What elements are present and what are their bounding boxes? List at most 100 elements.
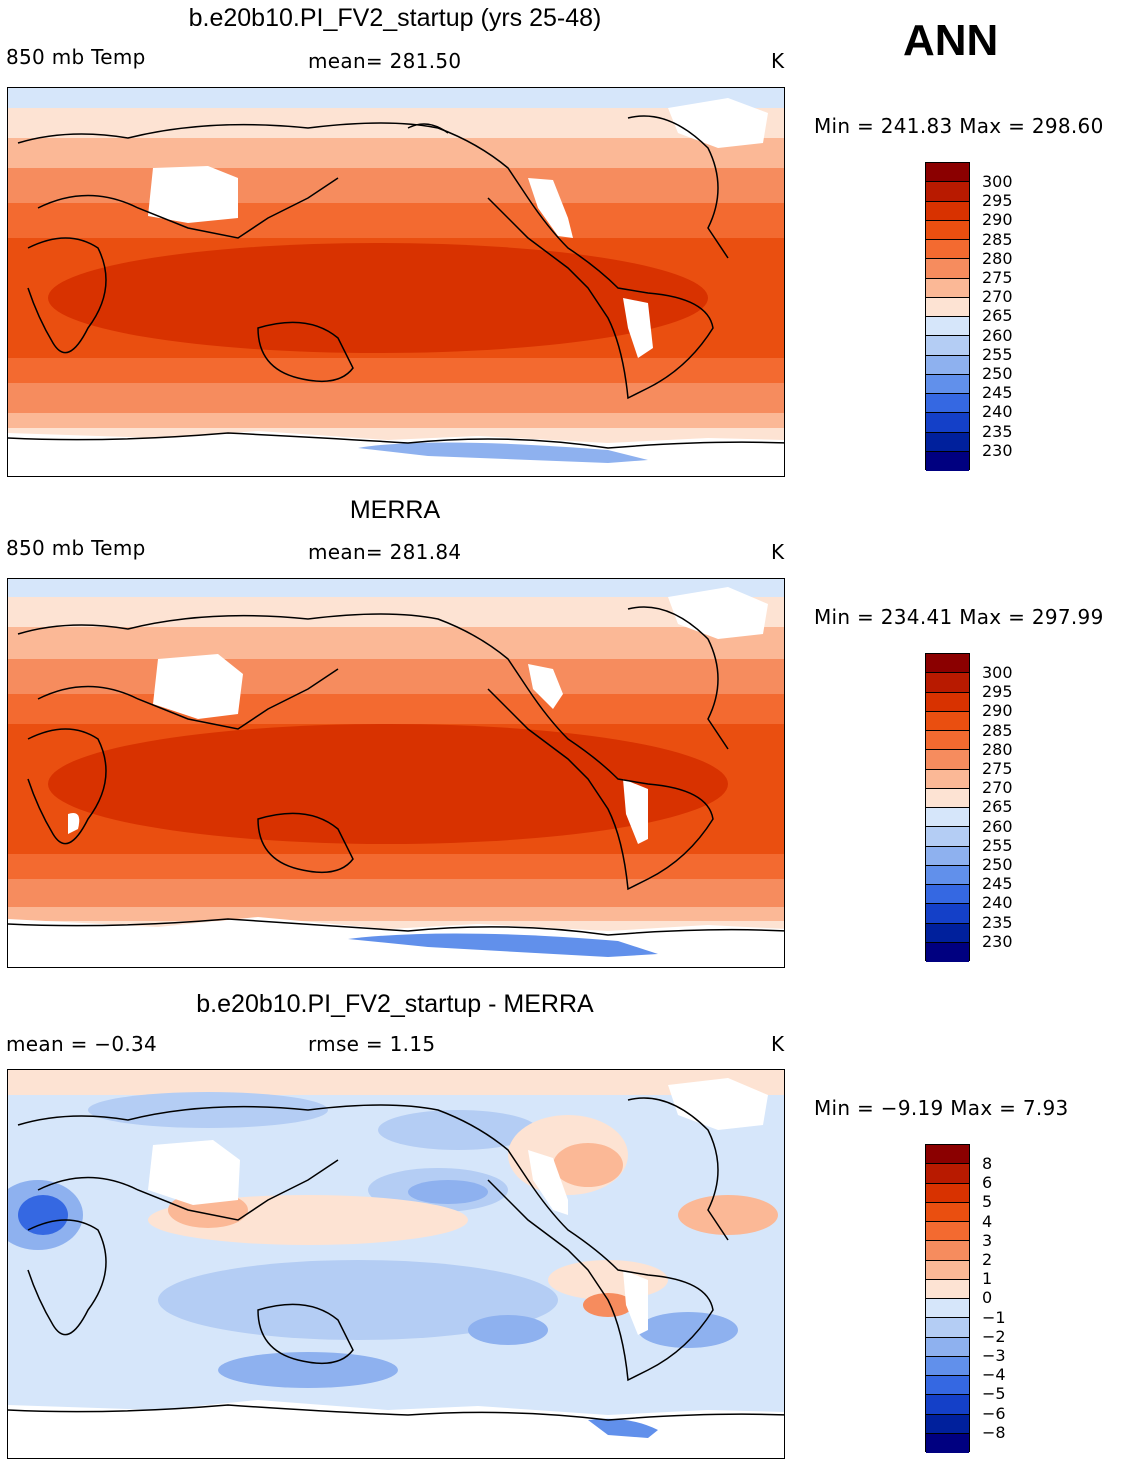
panel-1-colorbar-tick: 295 [982,191,1013,210]
panel-2-colorbar-tick: 245 [982,874,1013,893]
panel-3-colorbar-tick: 1 [982,1269,993,1288]
panel-3-colorbar-swatch [926,1164,969,1184]
panel-1-variable-label: 850 mb Temp [6,45,146,69]
panel-3-colorbar-tick: 2 [982,1250,993,1269]
panel-3-units-label: K [771,1032,785,1056]
panel-1-colorbar-tick: 255 [982,345,1013,364]
panel-2-colorbar-swatch [926,923,969,943]
panel-3-minmax-label: Min = −9.19 Max = 7.93 [814,1096,1069,1120]
panel-2-colorbar-tick: 295 [982,682,1013,701]
panel-3-colorbar-tick: 6 [982,1173,993,1192]
panel-1-colorbar-swatch [926,413,969,433]
panel-1-units-label: K [771,49,785,73]
panel-2-colorbar-swatch [926,750,969,770]
panel-2-colorbar-tick: 265 [982,797,1013,816]
panel-1-colorbar-tick: 240 [982,402,1013,421]
panel-1-mean-label: mean= 281.50 [308,49,462,73]
panel-3-colorbar-swatch [926,1260,969,1280]
panel-3-colorbar-tick: −2 [982,1327,1006,1346]
panel-2-colorbar-swatch [926,769,969,789]
panel-1-colorbar-tick: 300 [982,172,1013,191]
panel-3-colorbar-tick: 8 [982,1154,993,1173]
panel-2-minmax-label: Min = 234.41 Max = 297.99 [814,605,1104,629]
panel-1-colorbar-swatch [926,317,969,337]
panel-2-mean-label: mean= 281.84 [308,540,462,564]
panel-3-colorbar-tick: −5 [982,1384,1006,1403]
panel-2-colorbar-tick: 280 [982,740,1013,759]
panel-1-colorbar-swatch [926,374,969,394]
panel-1-map [7,87,785,477]
panel-2-colorbar-tick: 285 [982,721,1013,740]
panel-2-colorbar-swatch [926,808,969,828]
panel-2-map-graphic [8,579,784,967]
panel-2-map [7,578,785,968]
season-label: ANN [903,16,999,65]
panel-2-colorbar-tick: 255 [982,836,1013,855]
panel-3-colorbar-swatch [926,1337,969,1357]
panel-1-colorbar-swatch [926,355,969,375]
panel-1-colorbar-tick: 285 [982,230,1013,249]
panel-2-colorbar-swatch [926,885,969,905]
panel-2-colorbar [925,653,970,962]
panel-2-colorbar-swatch [926,788,969,808]
panel-1-colorbar-tick: 290 [982,210,1013,229]
panel-3-colorbar-swatch [926,1299,969,1319]
panel-3-colorbar-tick: 3 [982,1231,993,1250]
panel-1-colorbar-tick: 280 [982,249,1013,268]
panel-3-colorbar-tick: −6 [982,1404,1006,1423]
panel-2-colorbar-swatch [926,711,969,731]
panel-2-colorbar-swatch [926,692,969,712]
panel-1-colorbar-tick: 270 [982,287,1013,306]
panel-2-colorbar-tick: 300 [982,663,1013,682]
panel-3-colorbar-swatch [926,1318,969,1338]
panel-2-colorbar-tick: 290 [982,701,1013,720]
panel-2-colorbar-tick: 270 [982,778,1013,797]
panel-2-colorbar-swatch [926,846,969,866]
panel-1-colorbar-tick: 245 [982,383,1013,402]
panel-3-colorbar-swatch [926,1279,969,1299]
panel-3-colorbar-swatch [926,1433,969,1453]
panel-2-colorbar-tick: 275 [982,759,1013,778]
panel-2-colorbar-tick: 230 [982,932,1013,951]
panel-3-colorbar-tick: −4 [982,1365,1006,1384]
panel-2-title: MERRA [349,496,441,524]
panel-3-colorbar-swatch [926,1183,969,1203]
panel-3-colorbar-swatch [926,1414,969,1434]
panel-1-colorbar-tick: 250 [982,364,1013,383]
panel-1-colorbar-swatch [926,297,969,317]
panel-1-colorbar-tick: 260 [982,326,1013,345]
panel-3-mean-label: mean = −0.34 [6,1032,158,1056]
panel-1-map-graphic [8,88,784,476]
panel-3-rmse-label: rmse = 1.15 [308,1032,436,1056]
panel-3-colorbar-swatch [926,1241,969,1261]
panel-1-colorbar-swatch [926,432,969,452]
panel-2-variable-label: 850 mb Temp [6,536,146,560]
panel-2-colorbar-swatch [926,654,969,674]
panel-1-colorbar-tick: 235 [982,422,1013,441]
panel-1-colorbar-swatch [926,336,969,356]
panel-3-colorbar-tick: −1 [982,1308,1006,1327]
panel-2-units-label: K [771,540,785,564]
panel-1-colorbar-swatch [926,394,969,414]
panel-3-map-graphic [8,1070,784,1458]
panel-3-colorbar-tick: −8 [982,1423,1006,1442]
panel-3-colorbar-swatch [926,1376,969,1396]
panel-3-colorbar-swatch [926,1202,969,1222]
panel-2-colorbar-swatch [926,942,969,962]
panel-1-colorbar [925,162,970,471]
panel-2-colorbar-tick: 240 [982,893,1013,912]
panel-3-colorbar-tick: −3 [982,1346,1006,1365]
panel-1-colorbar-tick: 265 [982,306,1013,325]
panel-1-colorbar-swatch [926,182,969,202]
panel-3-colorbar-tick: 4 [982,1212,993,1231]
panel-2-colorbar-tick: 260 [982,817,1013,836]
panel-2-colorbar-swatch [926,673,969,693]
panel-2-colorbar-swatch [926,865,969,885]
panel-3-colorbar-swatch [926,1222,969,1242]
panel-2-colorbar-tick: 250 [982,855,1013,874]
panel-3-colorbar [925,1144,970,1453]
panel-2-colorbar-tick: 235 [982,913,1013,932]
panel-3-colorbar-swatch [926,1395,969,1415]
panel-1-colorbar-swatch [926,278,969,298]
panel-2-colorbar-swatch [926,731,969,751]
